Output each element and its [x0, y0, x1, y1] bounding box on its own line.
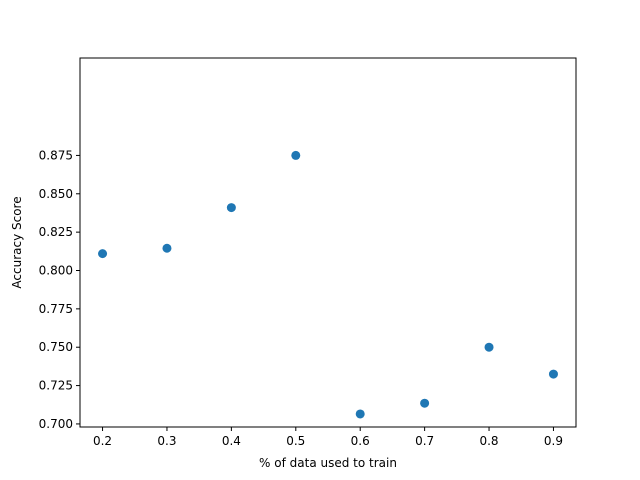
- x-tick-label: 0.7: [415, 434, 434, 448]
- data-point-4: [291, 150, 301, 160]
- y-axis-label: Accuracy Score: [10, 196, 24, 288]
- y-tick-label: 0.800: [39, 264, 73, 278]
- x-tick-label: 0.6: [351, 434, 370, 448]
- x-tick-label: 0.2: [93, 434, 112, 448]
- data-point-8: [548, 369, 558, 379]
- y-tick-label: 0.850: [39, 187, 73, 201]
- y-tick-label: 0.750: [39, 340, 73, 354]
- x-tick-label: 0.4: [222, 434, 241, 448]
- x-axis-label: % of data used to train: [259, 456, 397, 470]
- data-point-7: [484, 342, 494, 352]
- x-axis-ticks: 0.2 0.3 0.4 0.5 0.6 0.7 0.8 0.9: [93, 427, 563, 448]
- y-tick-label: 0.875: [39, 148, 73, 162]
- x-tick-label: 0.5: [286, 434, 305, 448]
- y-axis-ticks: 0.700 0.725 0.750 0.775 0.800 0.825 0.850 0.875: [39, 148, 80, 431]
- y-tick-label: 0.775: [39, 302, 73, 316]
- data-point-3: [226, 203, 236, 213]
- x-tick-label: 0.9: [544, 434, 563, 448]
- data-point-5: [355, 409, 365, 419]
- y-tick-label: 0.700: [39, 417, 73, 431]
- x-tick-label: 0.3: [157, 434, 176, 448]
- y-tick-label: 0.825: [39, 225, 73, 239]
- data-point-1: [98, 249, 108, 259]
- data-point-2: [162, 243, 172, 253]
- x-tick-label: 0.8: [479, 434, 498, 448]
- data-point-6: [420, 398, 430, 408]
- y-tick-label: 0.725: [39, 379, 73, 393]
- data-points: [98, 150, 558, 419]
- plot-frame: [79, 57, 577, 428]
